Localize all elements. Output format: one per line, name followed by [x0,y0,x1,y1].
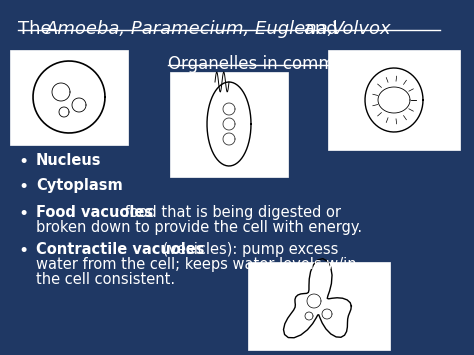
Text: •: • [18,153,28,171]
FancyBboxPatch shape [170,72,288,177]
FancyBboxPatch shape [10,50,128,145]
Text: •: • [18,178,28,196]
FancyBboxPatch shape [328,50,460,150]
Text: the cell consistent.: the cell consistent. [36,272,175,287]
FancyBboxPatch shape [248,262,390,350]
Text: Nucleus: Nucleus [36,153,101,168]
Text: The: The [18,20,57,38]
Text: broken down to provide the cell with energy.: broken down to provide the cell with ene… [36,220,362,235]
Text: Cytoplasm: Cytoplasm [36,178,123,193]
Text: (vesicles): pump excess: (vesicles): pump excess [158,242,338,257]
Text: and: and [298,20,343,38]
Text: water from the cell; keeps water levels w/in: water from the cell; keeps water levels … [36,257,356,272]
Text: Volvox: Volvox [332,20,392,38]
Text: Contractile vacuoles: Contractile vacuoles [36,242,204,257]
Text: : food that is being digested or: : food that is being digested or [115,205,341,220]
Text: •: • [18,242,28,260]
Text: Organelles in common: Organelles in common [168,55,355,73]
Text: Food vacuoles: Food vacuoles [36,205,153,220]
Text: Amoeba, Paramecium, Euglena,: Amoeba, Paramecium, Euglena, [46,20,334,38]
Text: •: • [18,205,28,223]
